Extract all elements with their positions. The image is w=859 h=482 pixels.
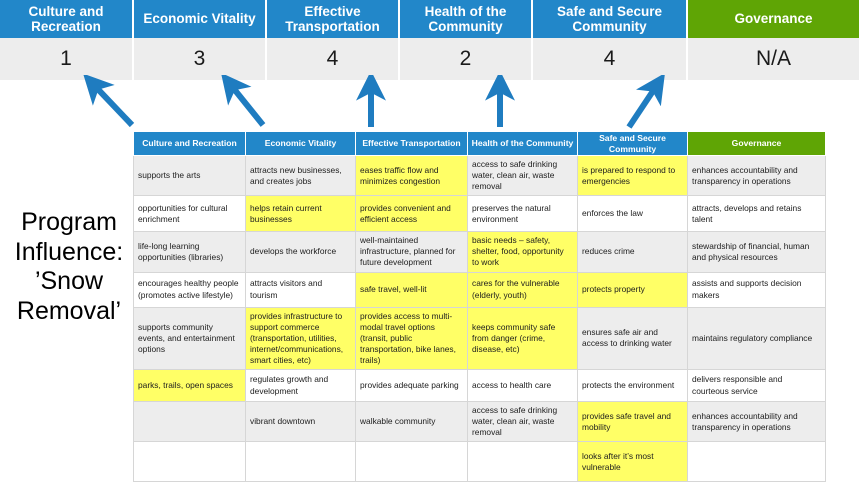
matrix-header-health-of-the-community: Health of the Community [467, 131, 578, 156]
matrix-cell: delivers responsible and courteous servi… [687, 369, 826, 403]
matrix-cell: reduces crime [577, 231, 688, 273]
scorecard-header-effective-transportation: Effective Transportation [265, 0, 400, 38]
matrix-cell: provides access to multi-modal travel op… [355, 306, 468, 371]
matrix-cell: maintains regulatory compliance [687, 306, 826, 371]
matrix-cell: safe travel, well-lit [355, 271, 468, 308]
matrix-row: parks, trails, open spaces regulates grow… [133, 369, 826, 403]
matrix-header-safe-and-secure-community: Safe and Secure Community [577, 131, 688, 156]
scorecard-score-row: 1 3 4 2 4 N/A [0, 38, 859, 82]
influence-matrix-wrapper: Culture and Recreation Economic Vitality… [133, 131, 826, 482]
matrix-cell [467, 441, 578, 482]
matrix-row: opportunities for cultural enrichment hel… [133, 195, 826, 233]
program-influence-caption: Program Influence: ’Snow Removal’ [4, 208, 134, 326]
matrix-cell: helps retain current businesses [245, 195, 356, 233]
matrix-cell: provides convenient and efficient access [355, 195, 468, 233]
scorecard-header-governance: Governance [686, 0, 859, 38]
matrix-header-row: Culture and Recreation Economic Vitality… [133, 131, 826, 156]
caption-line-2: Influence: [14, 237, 124, 266]
scorecard-table: Culture and Recreation Economic Vitality… [0, 0, 859, 82]
matrix-cell: access to safe drinking water, clean air… [467, 154, 578, 197]
scorecard-strip: Culture and Recreation Economic Vitality… [0, 0, 859, 82]
matrix-cell: encourages healthy people (promotes acti… [133, 271, 246, 308]
matrix-cell: provides safe travel and mobility [577, 401, 688, 443]
matrix-header-economic-vitality: Economic Vitality [245, 131, 356, 156]
matrix-header-effective-transportation: Effective Transportation [355, 131, 468, 156]
matrix-cell: access to safe drinking water, clean air… [467, 401, 578, 443]
matrix-row: vibrant downtown walkable community access… [133, 401, 826, 443]
matrix-cell: supports the arts [133, 154, 246, 197]
matrix-cell: preserves the natural environment [467, 195, 578, 233]
matrix-cell: enhances accountability and transparency… [687, 401, 826, 443]
scorecard-header-economic-vitality: Economic Vitality [132, 0, 267, 38]
matrix-cell: enforces the law [577, 195, 688, 233]
matrix-cell: enhances accountability and transparency… [687, 154, 826, 197]
matrix-cell: life-long learning opportunities (librar… [133, 231, 246, 273]
matrix-body: supports the arts attracts new businesses… [133, 154, 826, 482]
matrix-header-culture-and-recreation: Culture and Recreation [133, 131, 246, 156]
score-health-of-the-community: 2 [398, 38, 533, 82]
score-safe-and-secure-community: 4 [531, 38, 688, 82]
score-culture-and-recreation: 1 [0, 38, 134, 82]
matrix-cell: looks after it’s most vulnerable [577, 441, 688, 482]
matrix-cell [245, 441, 356, 482]
matrix-cell: eases traffic flow and minimizes congest… [355, 154, 468, 197]
matrix-header-governance: Governance [687, 131, 826, 156]
matrix-cell: walkable community [355, 401, 468, 443]
matrix-cell: access to health care [467, 369, 578, 403]
matrix-row: encourages healthy people (promotes acti… [133, 271, 826, 308]
matrix-cell: provides adequate parking [355, 369, 468, 403]
matrix-cell [133, 441, 246, 482]
matrix-row: supports the arts attracts new businesses… [133, 154, 826, 197]
arrow-culture-and-recreation [83, 75, 135, 128]
matrix-cell: vibrant downtown [245, 401, 356, 443]
matrix-cell: ensures safe air and access to drinking … [577, 306, 688, 371]
scorecard-header-health-of-the-community: Health of the Community [398, 0, 533, 38]
matrix-cell: regulates growth and development [245, 369, 356, 403]
scorecard-header-row: Culture and Recreation Economic Vitality… [0, 0, 859, 38]
influence-matrix: Culture and Recreation Economic Vitality… [133, 131, 826, 482]
caption-line-1: Program [21, 208, 117, 236]
matrix-cell: stewardship of financial, human and phys… [687, 231, 826, 273]
score-economic-vitality: 3 [132, 38, 267, 82]
matrix-cell [687, 441, 826, 482]
arrow-group [83, 75, 665, 129]
matrix-row: supports community events, and entertain… [133, 306, 826, 371]
matrix-cell: parks, trails, open spaces [133, 369, 246, 403]
matrix-cell: protects property [577, 271, 688, 308]
matrix-cell: basic needs – safety, shelter, food, opp… [467, 231, 578, 273]
arrow-economic-vitality [220, 75, 266, 127]
scorecard-header-safe-and-secure-community: Safe and Secure Community [531, 0, 688, 38]
matrix-cell: cares for the vulnerable (elderly, youth… [467, 271, 578, 308]
matrix-cell: attracts new businesses, and creates job… [245, 154, 356, 197]
matrix-cell: supports community events, and entertain… [133, 306, 246, 371]
matrix-cell [133, 401, 246, 443]
matrix-cell: well-maintained infrastructure, planned … [355, 231, 468, 273]
matrix-row: life-long learning opportunities (librar… [133, 231, 826, 273]
arrow-safe-and-secure-community [626, 75, 665, 129]
score-governance: N/A [686, 38, 859, 82]
matrix-cell: attracts, develops and retains talent [687, 195, 826, 233]
caption-line-3: ’Snow [34, 267, 104, 295]
matrix-row: looks after it’s most vulnerable [133, 441, 826, 482]
matrix-cell: is prepared to respond to emergencies [577, 154, 688, 197]
matrix-cell: assists and supports decision makers [687, 271, 826, 308]
matrix-cell: develops the workforce [245, 231, 356, 273]
matrix-cell: keeps community safe from danger (crime,… [467, 306, 578, 371]
matrix-cell: provides infrastructure to support comme… [245, 306, 356, 371]
matrix-cell: opportunities for cultural enrichment [133, 195, 246, 233]
matrix-cell: protects the environment [577, 369, 688, 403]
score-effective-transportation: 4 [265, 38, 400, 82]
scorecard-header-culture-and-recreation: Culture and Recreation [0, 0, 134, 38]
matrix-cell: attracts visitors and tourism [245, 271, 356, 308]
matrix-cell [355, 441, 468, 482]
caption-line-4: Removal’ [16, 296, 122, 325]
